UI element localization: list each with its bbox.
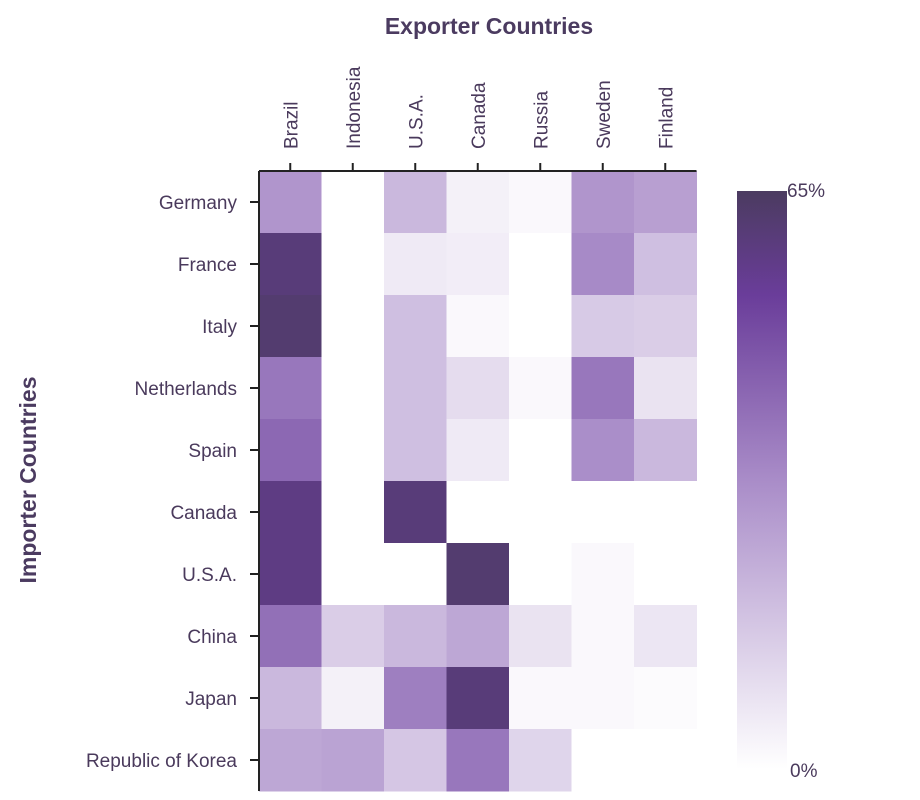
heatmap-cell: [259, 357, 322, 420]
heatmap-cell: [509, 357, 572, 420]
y-axis: Germany France Italy Netherlands Spain Canada…: [86, 171, 260, 791]
heatmap-cell: [571, 419, 635, 482]
heatmap-cell: [509, 729, 572, 792]
heatmap-cell: [321, 543, 385, 606]
heatmap-cell: [571, 729, 635, 792]
heatmap-cell: [446, 295, 510, 358]
heatmap-cell: [509, 233, 572, 296]
heatmap-cell: [446, 605, 510, 668]
heatmap-cell: [571, 543, 635, 606]
heatmap-cell: [321, 357, 385, 420]
heatmap-cell: [321, 729, 385, 792]
heatmap-cell: [384, 419, 447, 482]
heatmap-cell: [321, 419, 385, 482]
colorbar-min-label: 0%: [790, 761, 818, 782]
heatmap-cell: [509, 481, 572, 544]
y-tick-label: Republic of Korea: [86, 751, 237, 772]
heatmap-cell: [384, 233, 447, 296]
heatmap-cell: [571, 481, 635, 544]
x-tick-label: Brazil: [281, 101, 302, 149]
y-tick-label: Germany: [159, 193, 238, 214]
heatmap-cell: [509, 171, 572, 234]
heatmap-cell: [259, 171, 322, 234]
heatmap-cell: [446, 729, 510, 792]
heatmap-cell: [321, 481, 385, 544]
x-axis-title: Exporter Countries: [385, 13, 593, 39]
heatmap-cell: [259, 543, 322, 606]
heatmap-cell: [321, 233, 385, 296]
heatmap-cell: [571, 233, 635, 296]
y-tick-label: China: [187, 627, 237, 648]
heatmap-cell: [634, 543, 697, 606]
heatmap-cell: [634, 605, 697, 668]
heatmap-cell: [571, 295, 635, 358]
heatmap-cell: [259, 419, 322, 482]
heatmap-cell: [446, 543, 510, 606]
heatmap-cell: [509, 605, 572, 668]
heatmap-cell: [384, 481, 447, 544]
heatmap-cell: [321, 605, 385, 668]
colorbar: [737, 191, 787, 769]
y-tick-label: Netherlands: [135, 379, 237, 400]
y-tick-label: Japan: [185, 689, 237, 710]
heatmap-cell: [509, 419, 572, 482]
heatmap-cell: [259, 233, 322, 296]
heatmap-cell: [509, 667, 572, 730]
heatmap-cell: [384, 543, 447, 606]
heatmap-cell: [634, 295, 697, 358]
heatmap-cell: [384, 729, 447, 792]
colorbar-max-label: 65%: [787, 181, 825, 202]
x-tick-label: Indonesia: [344, 66, 365, 149]
y-tick-label: Spain: [188, 441, 237, 462]
heatmap-cell: [571, 171, 635, 234]
heatmap-cell: [384, 667, 447, 730]
heatmap-cell: [446, 233, 510, 296]
y-tick-label: Italy: [202, 317, 237, 338]
heatmap-cell: [321, 171, 385, 234]
heatmap-cell: [571, 605, 635, 668]
heatmap-cell: [509, 295, 572, 358]
heatmap-cell: [384, 171, 447, 234]
y-axis-title: Importer Countries: [15, 376, 41, 583]
x-tick-label: Canada: [469, 82, 490, 149]
x-tick-label: U.S.A.: [406, 94, 427, 149]
y-tick-label: France: [178, 255, 237, 276]
heatmap-cell: [446, 481, 510, 544]
heatmap-cell: [384, 357, 447, 420]
x-tick-label: Russia: [531, 90, 552, 149]
heatmap-cell: [259, 295, 322, 358]
heatmap-cell: [446, 667, 510, 730]
heatmap-cell: [259, 729, 322, 792]
heatmap-cell: [259, 667, 322, 730]
heatmap-cell: [634, 233, 697, 296]
heatmap-cell: [259, 605, 322, 668]
x-tick-label: Sweden: [594, 80, 615, 149]
heatmap-cell: [634, 419, 697, 482]
heatmap-cells: [259, 171, 697, 792]
y-tick-label: Canada: [170, 503, 237, 524]
heatmap-cell: [634, 481, 697, 544]
heatmap-cell: [384, 605, 447, 668]
heatmap-cell: [446, 171, 510, 234]
heatmap-cell: [321, 295, 385, 358]
heatmap-cell: [571, 667, 635, 730]
heatmap-cell: [446, 419, 510, 482]
heatmap-cell: [634, 357, 697, 420]
heatmap-cell: [446, 357, 510, 420]
x-tick-label: Finland: [656, 87, 677, 149]
heatmap-cell: [509, 543, 572, 606]
heatmap-cell: [259, 481, 322, 544]
heatmap-cell: [634, 667, 697, 730]
heatmap-cell: [634, 729, 697, 792]
heatmap-cell: [321, 667, 385, 730]
heatmap-cell: [634, 171, 697, 234]
x-axis: Brazil Indonesia U.S.A. Canada Russia Sweden F…: [259, 66, 697, 172]
heatmap-cell: [384, 295, 447, 358]
heatmap-cell: [571, 357, 635, 420]
y-tick-label: U.S.A.: [182, 565, 237, 586]
